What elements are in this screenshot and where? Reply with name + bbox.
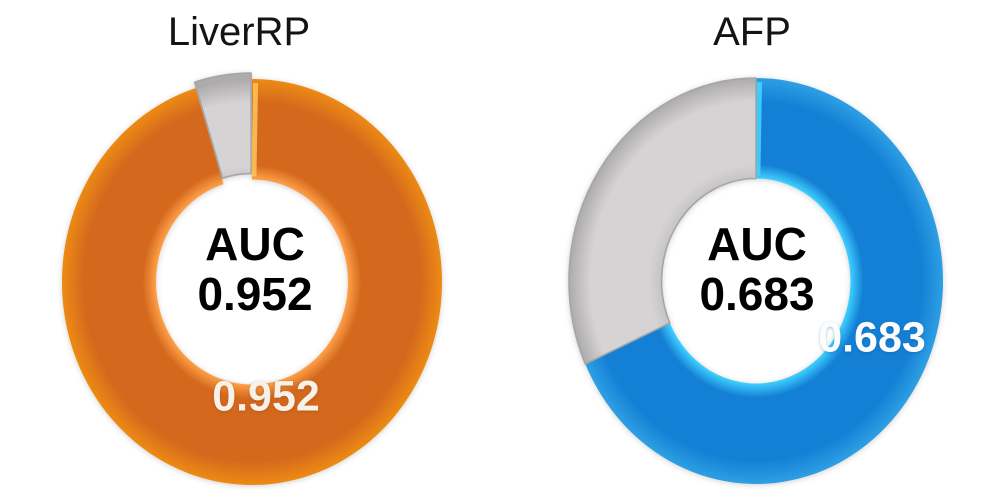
seam-highlight — [251, 82, 259, 177]
center-label-afp: AUC 0.683 — [699, 219, 814, 319]
segment-liverrp-remainder — [193, 72, 252, 179]
center-label-value: 0.952 — [197, 268, 313, 320]
center-label-value: 0.683 — [699, 268, 815, 320]
center-label-prefix: AUC — [707, 218, 807, 270]
chart-title-afp: AFP — [713, 10, 791, 54]
chart-title-liverrp: LiverRP — [167, 10, 311, 54]
seam-highlight — [755, 81, 763, 176]
slice-data-label-afp: 0.683 — [818, 313, 926, 362]
slice-data-label-liverrp: 0.952 — [212, 372, 320, 421]
center-label-prefix: AUC — [205, 218, 305, 270]
center-label-liverrp: AUC 0.952 — [197, 219, 312, 319]
